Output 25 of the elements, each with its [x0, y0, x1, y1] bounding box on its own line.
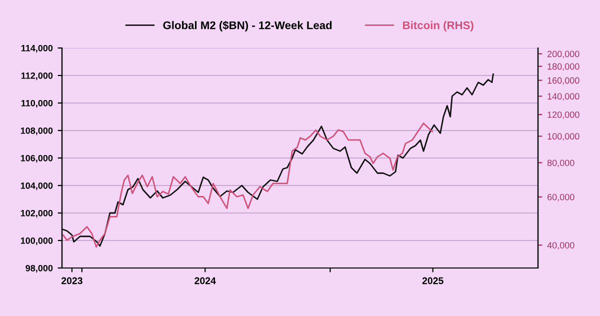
y2-tick-label: 100,000 — [548, 133, 580, 141]
y2-tick-label: 160,000 — [548, 77, 580, 85]
y-tick-label: 106,000 — [20, 154, 53, 163]
line-series — [62, 122, 433, 248]
x-tick-label: 2024 — [194, 277, 216, 284]
y-tick-label: 110,000 — [21, 100, 53, 108]
y-tick-label: 114,000 — [21, 44, 53, 53]
x-tick-label: 2025 — [422, 277, 444, 284]
y-tick-label: 100,000 — [20, 237, 53, 246]
y-tick-label: 112,000 — [21, 72, 53, 80]
y-tick-label: 102,000 — [20, 210, 53, 218]
y-tick-label: 98,000 — [26, 264, 53, 273]
line-series — [62, 73, 494, 247]
y-tick-label: 108,000 — [20, 127, 53, 136]
y-tick-label: 104,000 — [20, 182, 53, 190]
x-tick-label: 2023 — [61, 277, 82, 284]
y2-tick-label: 40,000 — [547, 242, 574, 250]
y2-tick-label: 60,000 — [547, 194, 574, 202]
y2-tick-label: 120,000 — [548, 111, 580, 119]
y2-tick-label: 140,000 — [548, 93, 580, 101]
y2-tick-label: 200,000 — [547, 50, 580, 58]
legend-label: Bitcoin (RHS) — [403, 21, 474, 32]
legend-label: Global M2 ($BN) - 12-Week Lead — [163, 20, 332, 32]
y2-tick-label: 180,000 — [548, 63, 580, 71]
y2-tick-label: 80,000 — [547, 160, 574, 168]
